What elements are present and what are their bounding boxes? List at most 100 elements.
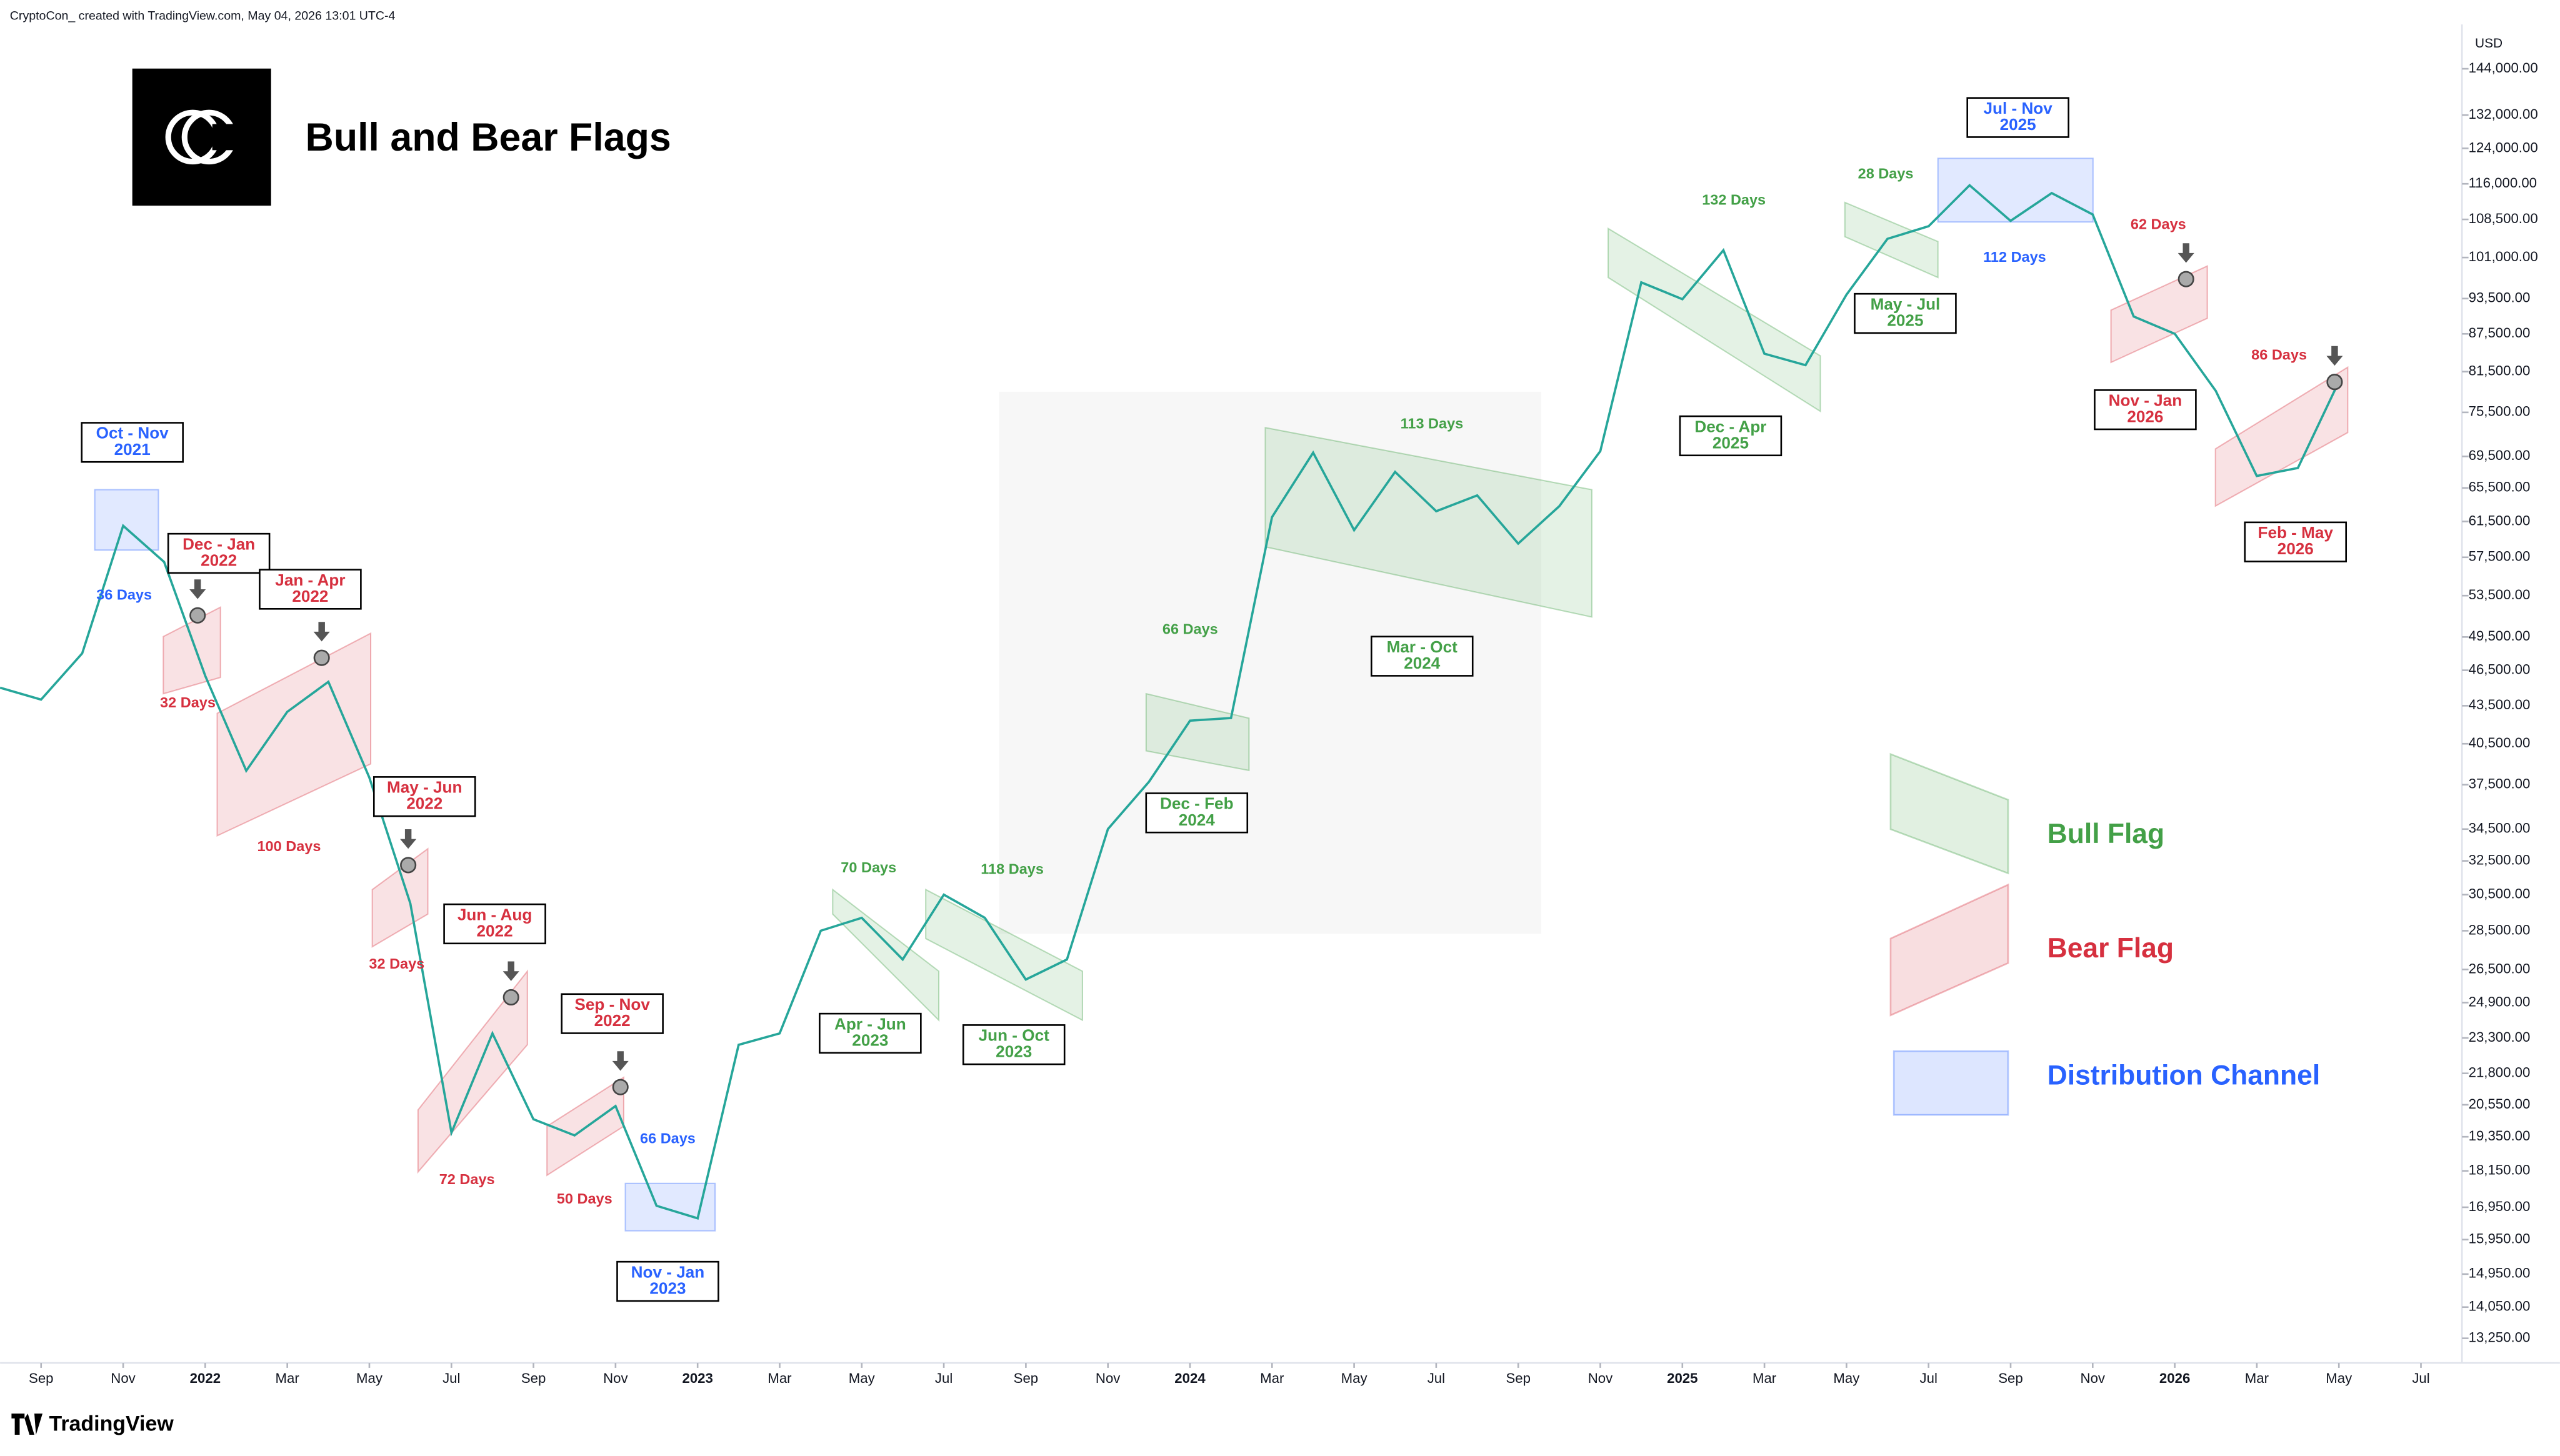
x-tick-label: Jul (1920, 1370, 1938, 1386)
price-line (0, 183, 2340, 1220)
x-tick-label: 2025 (1667, 1370, 1698, 1386)
flag-label: Apr - Jun (834, 1014, 906, 1033)
x-tick-label: 2022 (190, 1370, 221, 1386)
y-tick-label: 87,500.00 (2469, 325, 2531, 341)
y-tick-label: 26,500.00 (2469, 960, 2531, 976)
x-tick-label: Jul (2412, 1370, 2429, 1386)
x-tick-label: Nov (1588, 1370, 1613, 1386)
y-tick-label: 30,500.00 (2469, 886, 2531, 902)
flag-label-box (259, 569, 362, 610)
brand: TradingView (49, 1412, 174, 1435)
flag-label: 2023 (649, 1279, 686, 1297)
flag-label: 2024 (1179, 810, 1216, 829)
x-tick-label: 2024 (1174, 1370, 1206, 1386)
y-tick-label: 15,950.00 (2469, 1231, 2531, 1247)
flag-days: 66 Days (640, 1130, 696, 1146)
flag-label-box (1854, 292, 1957, 334)
x-tick-label: May (849, 1370, 876, 1386)
flag-label-box (1679, 415, 1782, 457)
flag-days: 112 Days (1983, 249, 2046, 265)
flag-label-box (962, 1024, 1066, 1065)
flag-days: 100 Days (257, 838, 321, 854)
flag-days: 36 Days (96, 587, 152, 603)
x-tick-label: Nov (1096, 1370, 1121, 1386)
flag-label-box (616, 1260, 719, 1302)
y-tick-label: 34,500.00 (2469, 820, 2531, 836)
flag-channel (832, 888, 940, 1022)
flag-label: Jan - Apr (275, 571, 345, 589)
flag-label: 2022 (594, 1011, 631, 1030)
flag-channel (417, 969, 528, 1174)
logo-mark (212, 124, 245, 151)
flag-channel (94, 489, 159, 551)
flag-channel (624, 1182, 716, 1232)
x-tick-label: Nov (2081, 1370, 2106, 1386)
y-tick-label: 28,500.00 (2469, 922, 2531, 937)
flag-label: Oct - Nov (96, 424, 169, 442)
flag-label-box (167, 532, 271, 574)
marker (400, 857, 417, 874)
flag-label: Mar - Oct (1387, 637, 1458, 656)
y-tick-label: 49,500.00 (2469, 628, 2531, 644)
y-tick-label: 46,500.00 (2469, 661, 2531, 677)
y-tick-label: 19,350.00 (2469, 1128, 2531, 1144)
flag-label: Feb - May (2258, 523, 2334, 542)
legend-label: Bull Flag (2048, 819, 2164, 849)
y-tick-label: 32,500.00 (2469, 852, 2531, 867)
x-tick-label: Mar (2245, 1370, 2269, 1386)
x-tick-label: Jul (442, 1370, 460, 1386)
flag-days: 32 Days (160, 694, 216, 711)
marker (189, 607, 206, 624)
flag-channel (1145, 692, 1250, 772)
flag-label: Jun - Aug (458, 905, 532, 924)
flag-label: 2025 (2000, 115, 2036, 134)
flag-days: 132 Days (1702, 191, 1766, 207)
x-tick-label: Mar (276, 1370, 300, 1386)
y-unit: USD (2475, 36, 2502, 51)
y-tick-label: 37,500.00 (2469, 776, 2531, 792)
y-tick-label: 61,500.00 (2469, 512, 2531, 528)
marker (502, 989, 519, 1006)
credit: CryptoCon_ created with TradingView.com,… (10, 9, 396, 22)
flag-label: 2021 (114, 440, 151, 459)
y-tick-label: 18,150.00 (2469, 1162, 2531, 1178)
y-tick-label: 108,500.00 (2469, 211, 2538, 226)
y-tick-label: 40,500.00 (2469, 735, 2531, 750)
x-tick-label: Mar (1260, 1370, 1284, 1386)
x-tick-label: Sep (29, 1370, 53, 1386)
x-tick-label: Sep (521, 1370, 546, 1386)
flag-days: 62 Days (2131, 216, 2186, 232)
y-tick-label: 20,550.00 (2469, 1096, 2531, 1112)
flag-days: 113 Days (1401, 415, 1464, 431)
y-tick-label: 75,500.00 (2469, 404, 2531, 419)
arrow (612, 1051, 629, 1071)
x-tick-label: May (1341, 1370, 1368, 1386)
y-tick-label: 23,300.00 (2469, 1029, 2531, 1045)
flag-label: Sep - Nov (574, 995, 650, 1014)
flag-label: Nov - Jan (631, 1262, 705, 1281)
flag-label: Dec - Jan (182, 534, 255, 553)
y-tick-label: 24,900.00 (2469, 994, 2531, 1009)
flag-label-box (1966, 97, 2069, 138)
flag-days: 28 Days (1858, 166, 1914, 182)
flag-label: Dec - Apr (1694, 417, 1766, 436)
x-tick-label: May (356, 1370, 383, 1386)
arrow (400, 829, 417, 849)
y-tick-label: 101,000.00 (2469, 249, 2538, 264)
arrow (502, 961, 519, 981)
y-tick-label: 21,800.00 (2469, 1065, 2531, 1080)
x-tick-label: Sep (1506, 1370, 1530, 1386)
flag-label: 2022 (477, 921, 513, 940)
legend-swatch (1889, 883, 2009, 1017)
flag-days: 86 Days (2251, 347, 2307, 363)
x-tick-label: Nov (111, 1370, 136, 1386)
flag-label: 2025 (1887, 311, 1923, 329)
x-tick-label: Sep (1014, 1370, 1038, 1386)
y-tick-label: 14,050.00 (2469, 1299, 2531, 1314)
x-tick-label: Jul (1428, 1370, 1445, 1386)
flag-channel (1937, 157, 2094, 223)
y-tick-label: 93,500.00 (2469, 290, 2531, 306)
x-tick-label: Jul (935, 1370, 952, 1386)
x-tick-label: May (2326, 1370, 2352, 1386)
